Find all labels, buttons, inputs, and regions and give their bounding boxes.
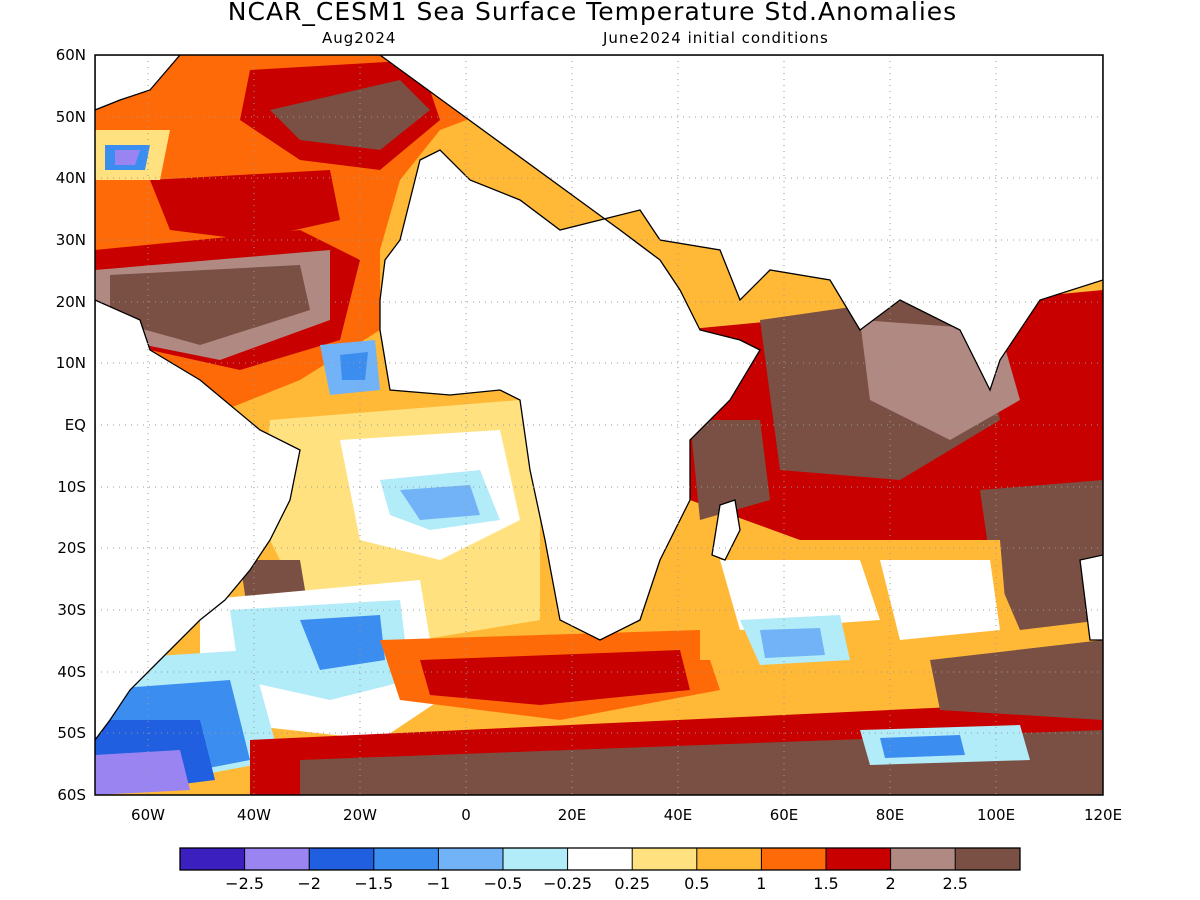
colorbar-label: 1 xyxy=(756,874,766,893)
lon-label: 40W xyxy=(237,806,271,824)
colorbar-label: −2.5 xyxy=(225,874,264,893)
colorbar-label: 0.5 xyxy=(684,874,709,893)
lon-label: 0 xyxy=(461,806,471,824)
lat-label: 40N xyxy=(56,169,86,187)
colorbar-swatch xyxy=(373,848,439,870)
lon-label: 120E xyxy=(1084,806,1122,824)
lat-label: 20S xyxy=(57,539,86,557)
map-title: NCAR_CESM1 Sea Surface Temperature Std.A… xyxy=(227,0,958,26)
graticule xyxy=(95,55,1103,795)
colorbar-label: −1.5 xyxy=(354,874,393,893)
colorbar-swatch xyxy=(955,848,1020,870)
lat-label: 50S xyxy=(57,724,86,742)
colorbar-label: 2 xyxy=(886,874,896,893)
colorbar-swatch xyxy=(890,848,956,870)
colorbar-label: 2.5 xyxy=(942,874,967,893)
latitude-axis: 60N 50N 40N 30N 20N 10N EQ 10S 20S 30S 4… xyxy=(56,46,86,804)
forecast-month: Aug2024 xyxy=(322,29,397,47)
lat-label: 50N xyxy=(56,108,86,126)
colorbar-label: −0.5 xyxy=(484,874,523,893)
lon-label: 20E xyxy=(558,806,587,824)
colorbar-swatch xyxy=(180,848,245,870)
lon-label: 60E xyxy=(770,806,799,824)
land xyxy=(95,55,1103,742)
lat-label: 30N xyxy=(56,231,86,249)
colorbar-swatch xyxy=(438,848,503,870)
lat-label: EQ xyxy=(65,416,86,434)
colorbar-swatch xyxy=(826,848,891,870)
colorbar-label: −1 xyxy=(427,874,451,893)
colorbar-swatch xyxy=(503,848,568,870)
lon-label: 40E xyxy=(664,806,693,824)
colorbar-swatch xyxy=(244,848,310,870)
lon-label: 60W xyxy=(131,806,165,824)
colorbar-label: −0.25 xyxy=(543,874,592,893)
lon-label: 20W xyxy=(343,806,377,824)
colorbar-swatch xyxy=(567,848,633,870)
longitude-axis: 60W 40W 20W 0 20E 40E 60E 80E 100E 120E xyxy=(131,806,1122,824)
map-frame xyxy=(94,54,1104,796)
colorbar-label: 1.5 xyxy=(813,874,838,893)
lat-label: 20N xyxy=(56,293,86,311)
colorbar-swatch xyxy=(309,848,374,870)
colorbar-label: 0.25 xyxy=(614,874,650,893)
lat-label: 10N xyxy=(56,354,86,372)
lon-label: 100E xyxy=(977,806,1015,824)
lat-label: 10S xyxy=(57,478,86,496)
lat-label: 30S xyxy=(57,601,86,619)
lat-label: 40S xyxy=(57,663,86,681)
colorbar-swatch xyxy=(632,848,697,870)
anomaly-field xyxy=(95,55,1103,795)
lon-label: 80E xyxy=(876,806,905,824)
colorbar: −2.5 −2 −1.5 −1 −0.5 −0.25 0.25 0.5 1 1.… xyxy=(179,847,1021,893)
initial-conditions-label: June2024 initial conditions xyxy=(603,29,829,47)
colorbar-swatch xyxy=(761,848,826,870)
colorbar-swatch xyxy=(696,848,762,870)
colorbar-label: −2 xyxy=(297,874,321,893)
lat-label: 60N xyxy=(56,46,86,64)
lat-label: 60S xyxy=(57,786,86,804)
